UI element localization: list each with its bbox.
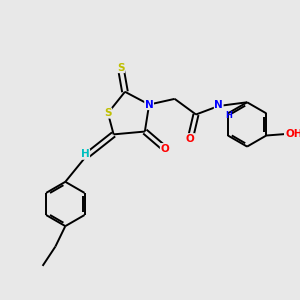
Text: H: H <box>81 149 90 159</box>
Text: S: S <box>104 108 112 118</box>
Text: O: O <box>160 144 169 154</box>
Text: OH: OH <box>285 129 300 139</box>
Text: N: N <box>145 100 154 110</box>
Text: H: H <box>225 111 232 120</box>
Text: S: S <box>117 63 124 73</box>
Text: O: O <box>186 134 195 144</box>
Text: N: N <box>214 100 223 110</box>
